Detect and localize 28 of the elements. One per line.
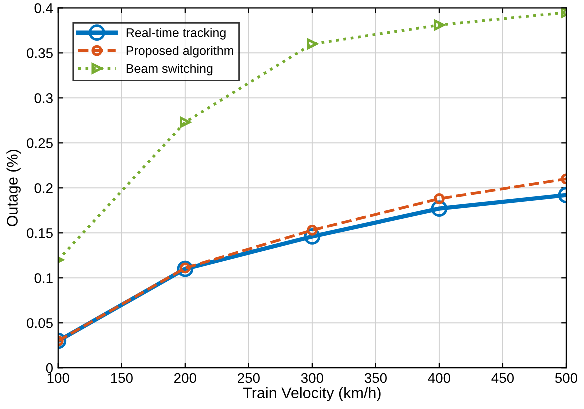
x-tick-label: 100: [48, 373, 70, 384]
y-tick-label: 0.15: [27, 228, 53, 238]
point: [180, 117, 191, 128]
x-axis-title: Train Velocity (km/h): [243, 387, 381, 402]
x-tick-label: 450: [492, 373, 514, 384]
x-tick-label: 400: [428, 373, 451, 384]
y-tick-label: 0.3: [34, 93, 53, 104]
legend-label: Beam switching: [126, 64, 213, 76]
y-tick-label: 0.4: [34, 4, 54, 14]
point: [307, 38, 318, 50]
y-axis-title: Outage (%): [6, 150, 21, 226]
legend-label: Real-time tracking: [126, 28, 226, 40]
x-tick-label: 300: [301, 373, 324, 384]
y-tick-label: 0.1: [34, 273, 53, 284]
y-tick-label: 0.35: [27, 48, 53, 58]
y-tick-label: 0.2: [34, 183, 53, 194]
y-tick-label: 0: [46, 363, 53, 374]
x-tick-label: 200: [174, 373, 196, 384]
point: [307, 225, 318, 236]
y-tick-label: 0.05: [27, 318, 53, 328]
point: [434, 20, 445, 31]
point: [434, 194, 445, 204]
legend-label: Proposed algorithm: [126, 46, 234, 58]
x-tick-label: 150: [111, 373, 133, 384]
x-tick-label: 350: [364, 373, 387, 384]
y-tick-label: 0.25: [27, 138, 53, 148]
x-tick-label: 250: [238, 373, 260, 384]
x-tick-label: 500: [555, 373, 578, 384]
